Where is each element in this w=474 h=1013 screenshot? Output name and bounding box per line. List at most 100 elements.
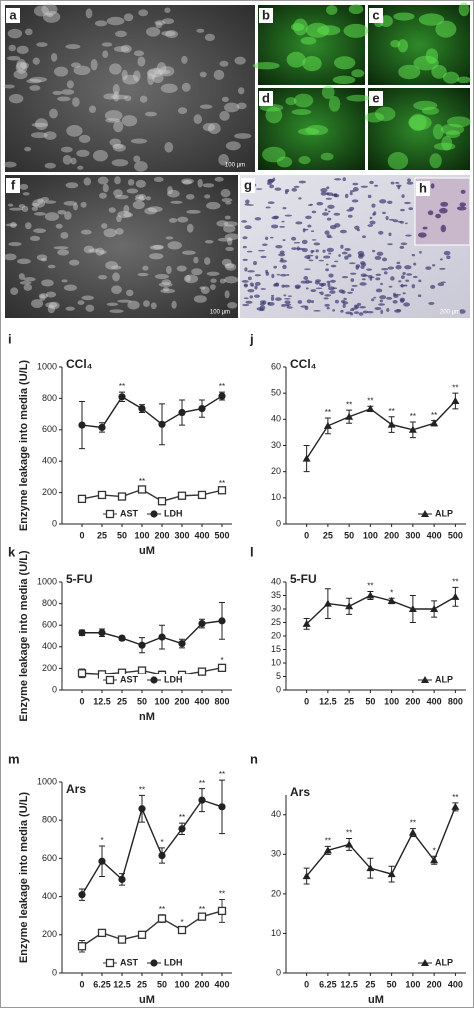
series-line (306, 400, 456, 459)
x-tick-label: 50 (344, 530, 354, 540)
scale-bar-label: 100 µm (210, 310, 230, 316)
cell (72, 203, 79, 211)
cell (219, 60, 229, 67)
x-tick-label: 25 (323, 530, 333, 540)
marker (197, 490, 207, 500)
cell (249, 282, 254, 286)
cell (349, 206, 355, 211)
cell (273, 265, 278, 269)
cell (245, 199, 250, 204)
cell (220, 188, 231, 198)
legend-marker (105, 675, 115, 685)
cell (24, 146, 32, 152)
cell (105, 261, 118, 270)
y-tick-label: 10 (271, 928, 281, 938)
cell (73, 65, 91, 76)
cell (435, 20, 457, 38)
photo-label-bg (259, 8, 273, 23)
cell (320, 191, 327, 196)
cell (68, 259, 80, 266)
cell (138, 9, 149, 17)
cell (400, 275, 405, 279)
x-tick-label: 25 (365, 979, 375, 989)
cell (245, 300, 253, 304)
cell (142, 265, 149, 271)
marker (217, 663, 227, 673)
cell (146, 69, 157, 80)
cell (382, 211, 386, 215)
marker (118, 393, 126, 401)
cell (400, 283, 404, 288)
legend-marker (150, 510, 158, 518)
cell (44, 162, 56, 169)
cell (315, 249, 319, 253)
cell (85, 304, 95, 312)
cell (283, 294, 287, 297)
cell (435, 213, 441, 219)
cell (406, 181, 414, 185)
x-tick-label: 200 (194, 979, 209, 989)
cell (160, 288, 176, 294)
cell (332, 309, 335, 312)
cell (249, 295, 254, 299)
y-tick-label: 0 (276, 967, 281, 977)
cell (397, 220, 403, 223)
significance: ** (431, 411, 437, 420)
x-tick-label: 12.5 (340, 979, 358, 989)
x-tick-label: 400 (427, 696, 442, 706)
marker (408, 425, 417, 433)
cell (293, 185, 300, 188)
cell (351, 69, 365, 78)
cell (408, 207, 413, 211)
cell (293, 93, 314, 108)
cell (326, 217, 332, 221)
cell (267, 178, 275, 183)
photo-label: h (419, 180, 427, 195)
y-axis-label: Enzyme leakage into media (U/L) (18, 360, 30, 531)
legend-box (99, 674, 191, 686)
cell (219, 278, 226, 284)
cell (407, 178, 411, 183)
cell (340, 309, 344, 313)
cell (347, 253, 352, 258)
cell (333, 212, 341, 216)
cell (295, 221, 303, 225)
cell (24, 28, 33, 36)
cell (286, 274, 290, 276)
cell (404, 265, 412, 270)
x-axis-label: nM (139, 711, 155, 723)
cell (80, 201, 87, 208)
cell (247, 276, 252, 281)
cell (390, 181, 395, 185)
cell (439, 258, 443, 261)
cell (221, 258, 232, 267)
cell (265, 206, 271, 209)
cell (330, 279, 336, 283)
cell (132, 200, 145, 210)
cell (303, 228, 309, 231)
marker (198, 405, 206, 413)
legend-label: AST (120, 674, 139, 684)
cell (44, 212, 60, 221)
cell (282, 206, 287, 210)
photo-label-bg (369, 8, 383, 23)
cell (405, 279, 410, 282)
cell (225, 201, 232, 205)
cell (394, 309, 402, 313)
cell (437, 282, 445, 287)
series-line (81, 799, 223, 896)
cell (326, 234, 332, 238)
cell (161, 30, 176, 37)
y-tick-label: 600 (42, 620, 57, 630)
cell (144, 207, 158, 215)
significance: ** (367, 396, 373, 405)
cell (221, 198, 233, 203)
y-tick-label: 30 (271, 440, 281, 450)
cell (147, 206, 163, 213)
cell (308, 259, 314, 262)
marker (302, 454, 311, 462)
cell (77, 300, 85, 305)
cell (402, 272, 406, 275)
x-tick-label: 100 (363, 530, 378, 540)
cell (443, 250, 451, 256)
